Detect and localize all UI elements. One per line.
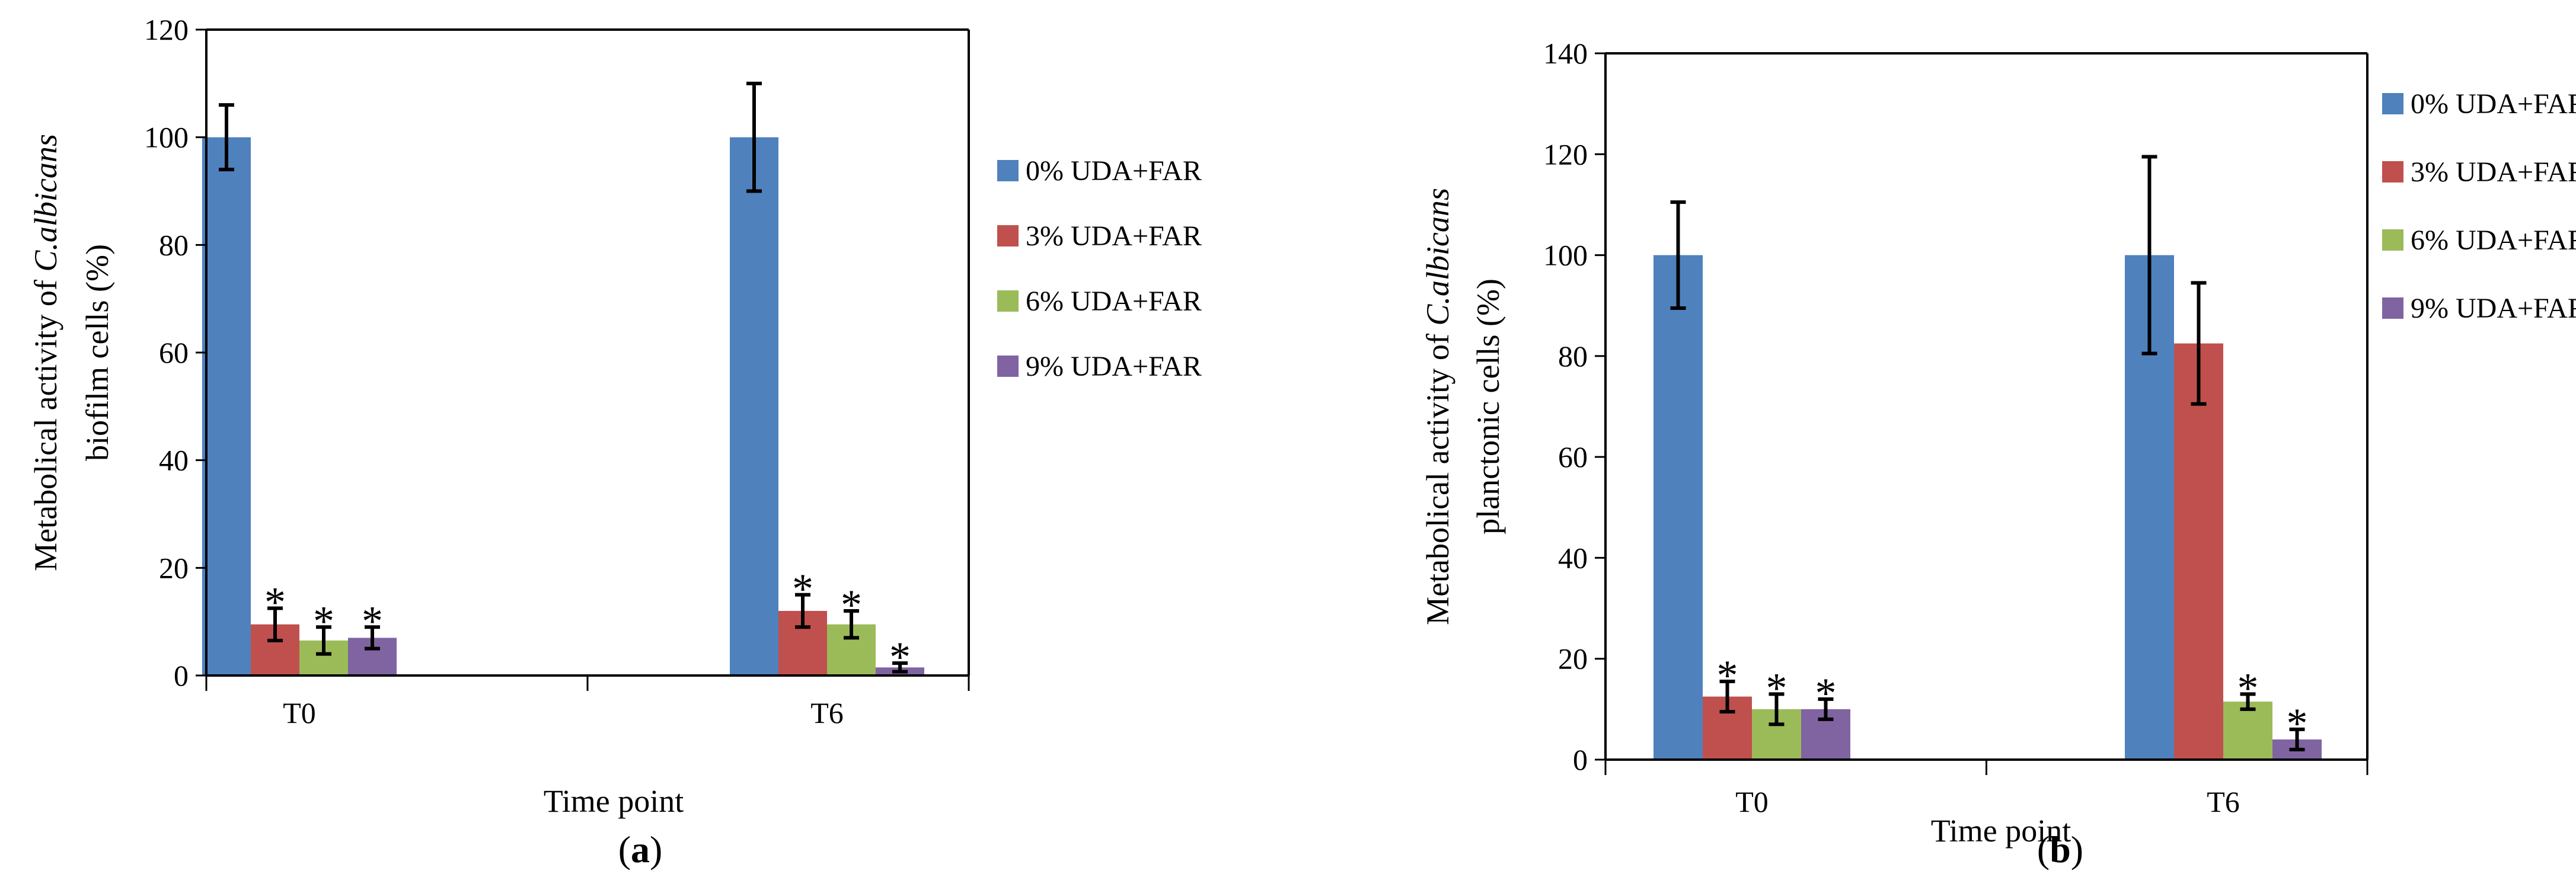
y-tick-label: 40	[159, 444, 189, 477]
significance-marker: *	[2287, 700, 2308, 747]
panel-label-close: )	[2071, 828, 2083, 870]
panel-label-letter: b	[2050, 828, 2071, 870]
y-tick-label: 60	[159, 336, 189, 369]
legend-label: 0% UDA+FAR	[1026, 155, 1202, 187]
y-tick-label: 100	[144, 121, 189, 154]
panel-label-close: )	[650, 828, 662, 870]
significance-marker: *	[264, 578, 286, 626]
panel-label-letter: a	[631, 828, 650, 870]
y-axis-title-line1: Metabolical activity of C.albicans	[1420, 188, 1455, 625]
significance-marker: *	[1766, 664, 1787, 712]
y-axis-title-line2: biofilm cells (%)	[79, 244, 115, 461]
y-tick-label: 80	[159, 228, 189, 261]
legend-label: 9% UDA+FAR	[1026, 351, 1202, 382]
legend-swatch	[997, 160, 1019, 181]
y-axis-title-line1: Metabolical activity of C.albicans	[28, 134, 63, 571]
legend-swatch	[997, 290, 1019, 312]
significance-marker: *	[2237, 664, 2259, 712]
y-tick-label: 0	[1573, 743, 1588, 776]
bar	[730, 137, 778, 675]
x-axis-title: Time point	[1931, 813, 2071, 849]
y-tick-label: 60	[1558, 440, 1588, 473]
bar	[2174, 343, 2223, 760]
chart-a: * * * * * * 0 20 40 60 80 100 120 T0 T6 Time point Metab…	[28, 13, 1202, 870]
legend-label: 6% UDA+FAR	[2411, 225, 2576, 256]
legend-label: 9% UDA+FAR	[2411, 293, 2576, 324]
x-tick-label: T0	[283, 696, 316, 729]
legend-swatch	[997, 356, 1019, 377]
panel-label-open: (	[2037, 828, 2050, 870]
y-tick-label: 120	[144, 13, 189, 46]
y-tick-label: 20	[1558, 642, 1588, 675]
y-axis-title-prefix: Metabolical activity of	[28, 272, 63, 571]
legend-swatch	[2382, 93, 2403, 114]
legend-swatch	[2382, 161, 2403, 183]
legend-label: 3% UDA+FAR	[1026, 220, 1202, 252]
legend-swatch	[2382, 297, 2403, 319]
legend-label: 0% UDA+FAR	[2411, 88, 2576, 120]
bar	[1654, 255, 1703, 760]
chart-b: * * * * * 0 20 40 60 80 100 120 140 T0 T6 Time point Met…	[1420, 37, 2576, 870]
y-axis-title-species: C.albicans	[1420, 188, 1455, 326]
panel-label: (a)	[618, 828, 663, 870]
significance-marker: *	[1717, 652, 1738, 699]
y-tick-label: 120	[1543, 137, 1588, 171]
legend-label: 3% UDA+FAR	[2411, 156, 2576, 188]
significance-marker: *	[362, 597, 383, 645]
bar	[202, 137, 251, 675]
y-tick-label: 80	[1558, 340, 1588, 373]
legend-label: 6% UDA+FAR	[1026, 286, 1202, 317]
bar	[2223, 702, 2272, 760]
y-tick-label: 140	[1543, 37, 1588, 70]
y-tick-label: 40	[1558, 541, 1588, 574]
y-axis-title-prefix: Metabolical activity of	[1420, 326, 1455, 625]
y-tick-label: 100	[1543, 239, 1588, 272]
x-tick-label: T6	[810, 696, 844, 729]
y-axis-title-species: C.albicans	[28, 134, 63, 272]
legend-swatch	[2382, 229, 2403, 251]
y-tick-label: 20	[159, 551, 189, 584]
panel-label-open: (	[618, 828, 631, 870]
x-tick-label: T6	[2207, 785, 2240, 818]
legend-swatch	[997, 225, 1019, 246]
significance-marker: *	[841, 581, 862, 629]
y-axis-title-line2: planctonic cells (%)	[1470, 278, 1506, 534]
y-tick-label: 0	[174, 659, 189, 692]
significance-marker: *	[313, 597, 334, 645]
significance-marker: *	[889, 633, 911, 681]
significance-marker: *	[792, 565, 813, 613]
x-tick-label: T0	[1735, 785, 1769, 818]
x-axis-title: Time point	[544, 783, 684, 819]
panel-label: (b)	[2037, 828, 2083, 870]
significance-marker: *	[1815, 670, 1837, 717]
